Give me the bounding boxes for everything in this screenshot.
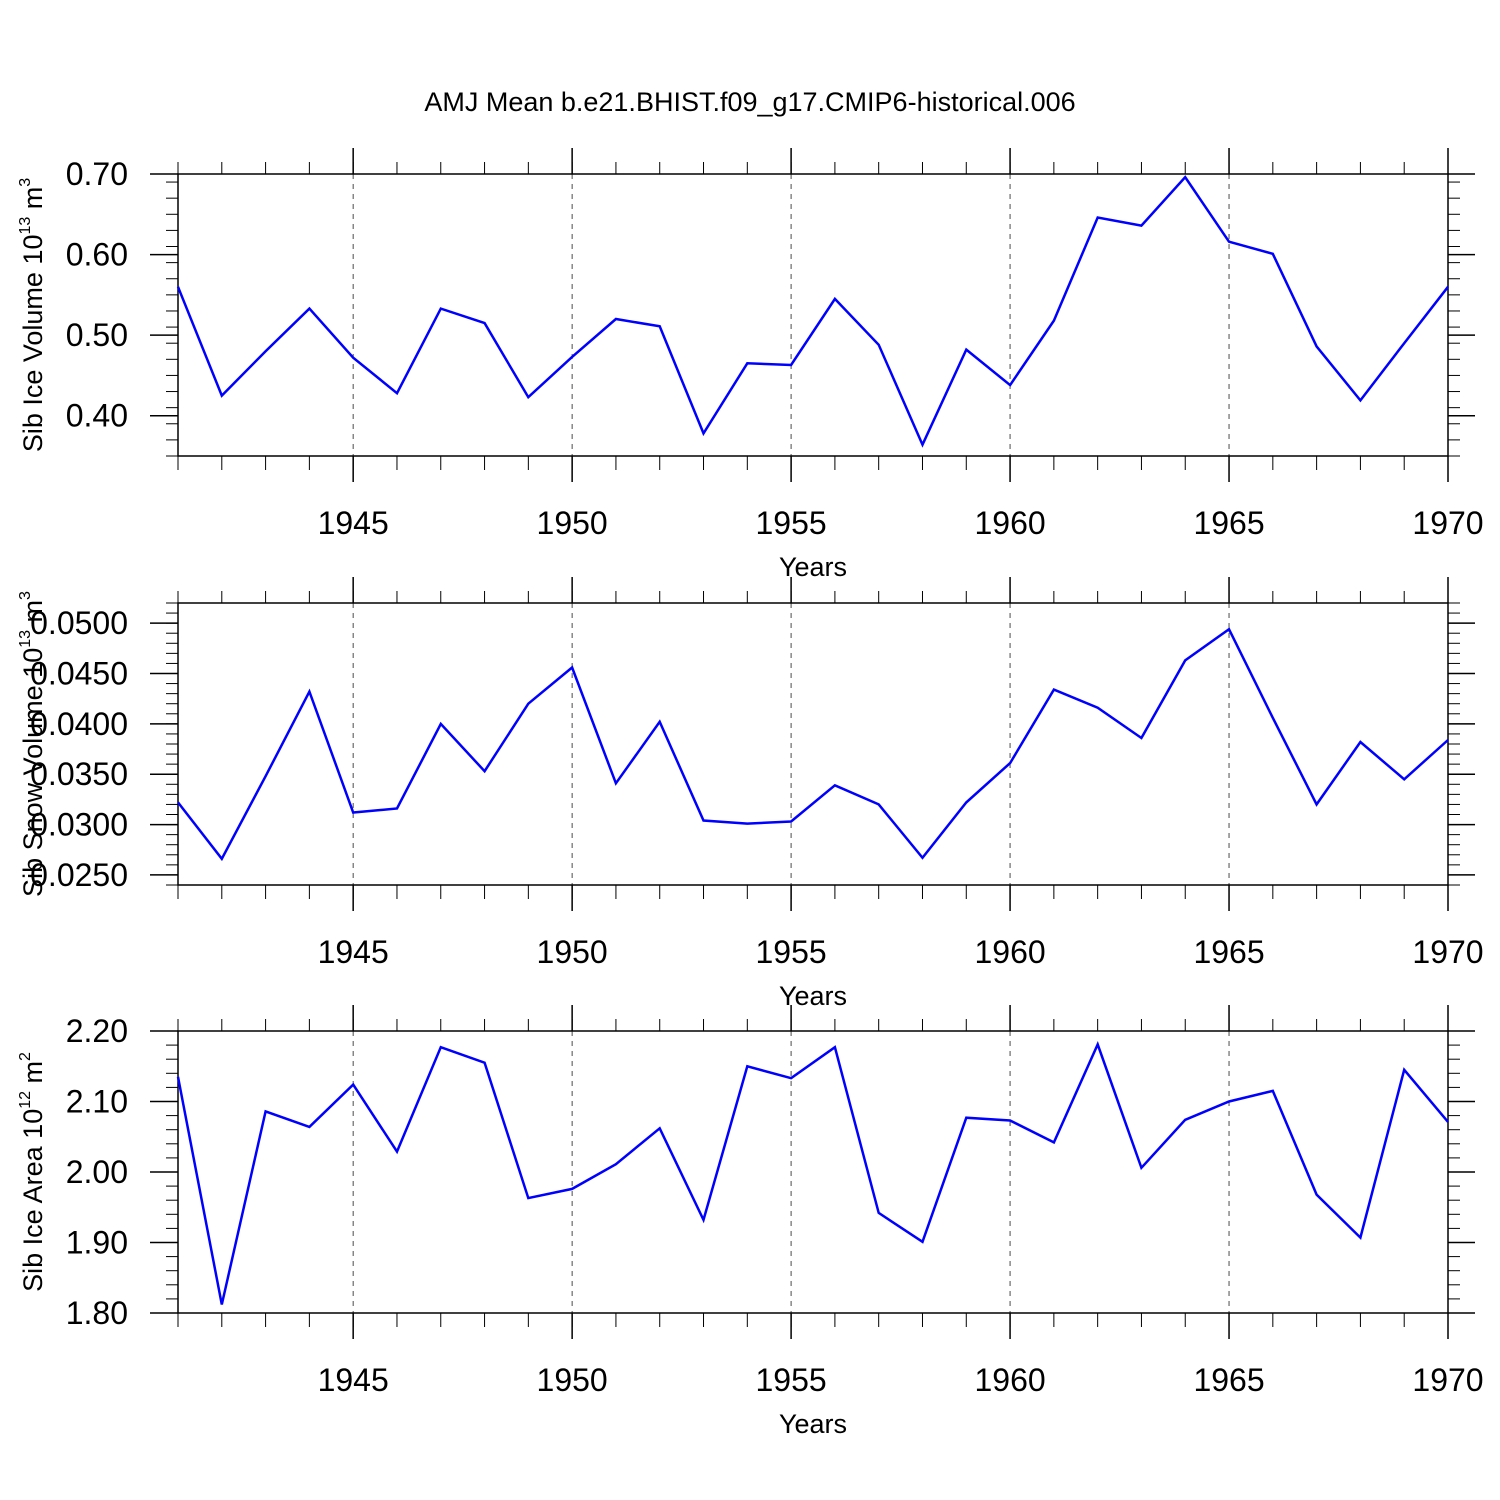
y-tick-label: 0.60: [66, 237, 128, 273]
x-tick-label: 1955: [756, 934, 827, 970]
x-tick-label: 1945: [318, 505, 389, 541]
series-line: [176, 175, 1449, 448]
x-tick-label: 1950: [537, 1362, 608, 1398]
y-tick-label: 0.40: [66, 398, 128, 434]
y-tick-label: 0.0250: [30, 857, 128, 893]
x-tick-label: 1965: [1193, 1362, 1264, 1398]
panel-1: 0.40 0.50 0.60 0.70 1945 1950 1955 1960 1965 1970…: [17, 148, 1484, 582]
panel-3: 1.80 1.90 2.00 2.10 2.20 1945 1950 1955 1960 1965…: [17, 1005, 1484, 1439]
y-tick-label: 1.90: [66, 1225, 128, 1261]
series-line: [177, 627, 1449, 862]
x-tick-label: 1970: [1412, 505, 1483, 541]
y-tick-label: 0.0500: [30, 605, 128, 641]
y-tick-label: 1.80: [66, 1295, 128, 1331]
x-axis-label: Years: [779, 552, 847, 582]
panels: 0.40 0.50 0.60 0.70 1945 1950 1955 1960 1965 1970…: [17, 148, 1484, 1439]
y-tick-label: 0.0450: [30, 656, 128, 692]
y-tick-label: 2.20: [66, 1013, 128, 1049]
chart-title: AMJ Mean b.e21.BHIST.f09_g17.CMIP6-histo…: [424, 87, 1075, 117]
y-tick-label: 2.00: [66, 1154, 128, 1190]
x-tick-label: 1970: [1412, 1362, 1483, 1398]
y-tick-label: 0.70: [66, 156, 128, 192]
x-axis-label: Years: [779, 1409, 847, 1439]
y-axis-label: Sib Snow Volume 1013 m3: [17, 591, 48, 897]
y-tick-label: 2.10: [66, 1084, 128, 1120]
x-tick-label: 1955: [756, 505, 827, 541]
x-tick-label: 1950: [537, 934, 608, 970]
y-axis-label: Sib Ice Area 1012 m2: [17, 1052, 48, 1292]
y-tick-label: 0.0300: [30, 807, 128, 843]
x-tick-label: 1955: [756, 1362, 827, 1398]
x-tick-label: 1970: [1412, 934, 1483, 970]
x-tick-label: 1950: [537, 505, 608, 541]
panel-2: 0.0250 0.0300 0.0350 0.0400 0.0450 0.0500 1945…: [17, 577, 1484, 1011]
x-tick-label: 1945: [318, 1362, 389, 1398]
y-axis-label: Sib Ice Volume 1013 m3: [17, 178, 48, 452]
y-tick-label: 0.50: [66, 317, 128, 353]
plot-frame: [177, 173, 1449, 457]
y-tick-label: 0.0350: [30, 756, 128, 792]
x-axis-label: Years: [779, 981, 847, 1011]
plot-frame: [177, 1030, 1449, 1314]
x-tick-label: 1965: [1193, 505, 1264, 541]
series-line: [176, 1041, 1449, 1305]
x-tick-label: 1965: [1193, 934, 1264, 970]
x-tick-label: 1960: [974, 934, 1045, 970]
x-tick-label: 1960: [974, 1362, 1045, 1398]
x-tick-label: 1945: [318, 934, 389, 970]
x-tick-label: 1960: [974, 505, 1045, 541]
y-tick-label: 0.0400: [30, 706, 128, 742]
plot-frame: [177, 602, 1449, 886]
